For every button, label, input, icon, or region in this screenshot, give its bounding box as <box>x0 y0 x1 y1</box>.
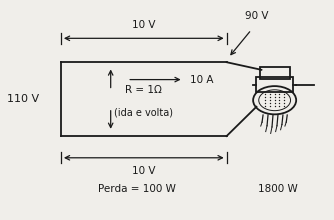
Text: (ida e volta): (ida e volta) <box>114 107 173 117</box>
Text: R = 1Ω: R = 1Ω <box>125 85 162 95</box>
Text: Perda = 100 W: Perda = 100 W <box>98 184 176 194</box>
Text: 1800 W: 1800 W <box>258 184 298 194</box>
Text: 10 V: 10 V <box>132 20 156 30</box>
Text: 10 V: 10 V <box>132 167 156 176</box>
Text: 110 V: 110 V <box>7 94 39 104</box>
Text: 10 A: 10 A <box>190 75 214 84</box>
Text: 90 V: 90 V <box>245 11 268 21</box>
